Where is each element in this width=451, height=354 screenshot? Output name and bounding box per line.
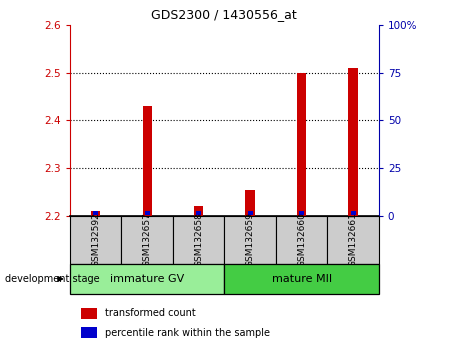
Text: percentile rank within the sample: percentile rank within the sample <box>105 328 270 338</box>
Bar <box>91 211 100 216</box>
Bar <box>245 190 255 216</box>
Bar <box>81 308 97 319</box>
Bar <box>194 206 203 216</box>
Text: GSM132657: GSM132657 <box>143 212 152 267</box>
Bar <box>248 211 253 215</box>
Bar <box>276 216 327 264</box>
Title: GDS2300 / 1430556_at: GDS2300 / 1430556_at <box>152 8 297 21</box>
Text: GSM132661: GSM132661 <box>349 212 358 267</box>
Bar <box>350 211 356 215</box>
Text: GSM132592: GSM132592 <box>91 212 100 267</box>
Text: GSM132659: GSM132659 <box>246 212 255 267</box>
Text: mature MII: mature MII <box>272 274 331 284</box>
Bar <box>143 106 152 216</box>
Bar <box>93 211 98 215</box>
Bar <box>121 216 173 264</box>
Bar <box>297 73 306 216</box>
Bar <box>225 216 276 264</box>
Bar <box>349 68 358 216</box>
Text: development stage: development stage <box>5 274 99 284</box>
Bar <box>145 211 150 215</box>
Bar <box>196 211 201 215</box>
Text: immature GV: immature GV <box>110 274 184 284</box>
Bar <box>70 216 121 264</box>
Bar <box>81 327 97 338</box>
Text: GSM132660: GSM132660 <box>297 212 306 267</box>
Text: GSM132658: GSM132658 <box>194 212 203 267</box>
Text: transformed count: transformed count <box>105 308 195 318</box>
Bar <box>173 216 225 264</box>
Bar <box>70 264 225 294</box>
Bar <box>225 264 379 294</box>
Bar <box>299 211 304 215</box>
Bar <box>327 216 379 264</box>
